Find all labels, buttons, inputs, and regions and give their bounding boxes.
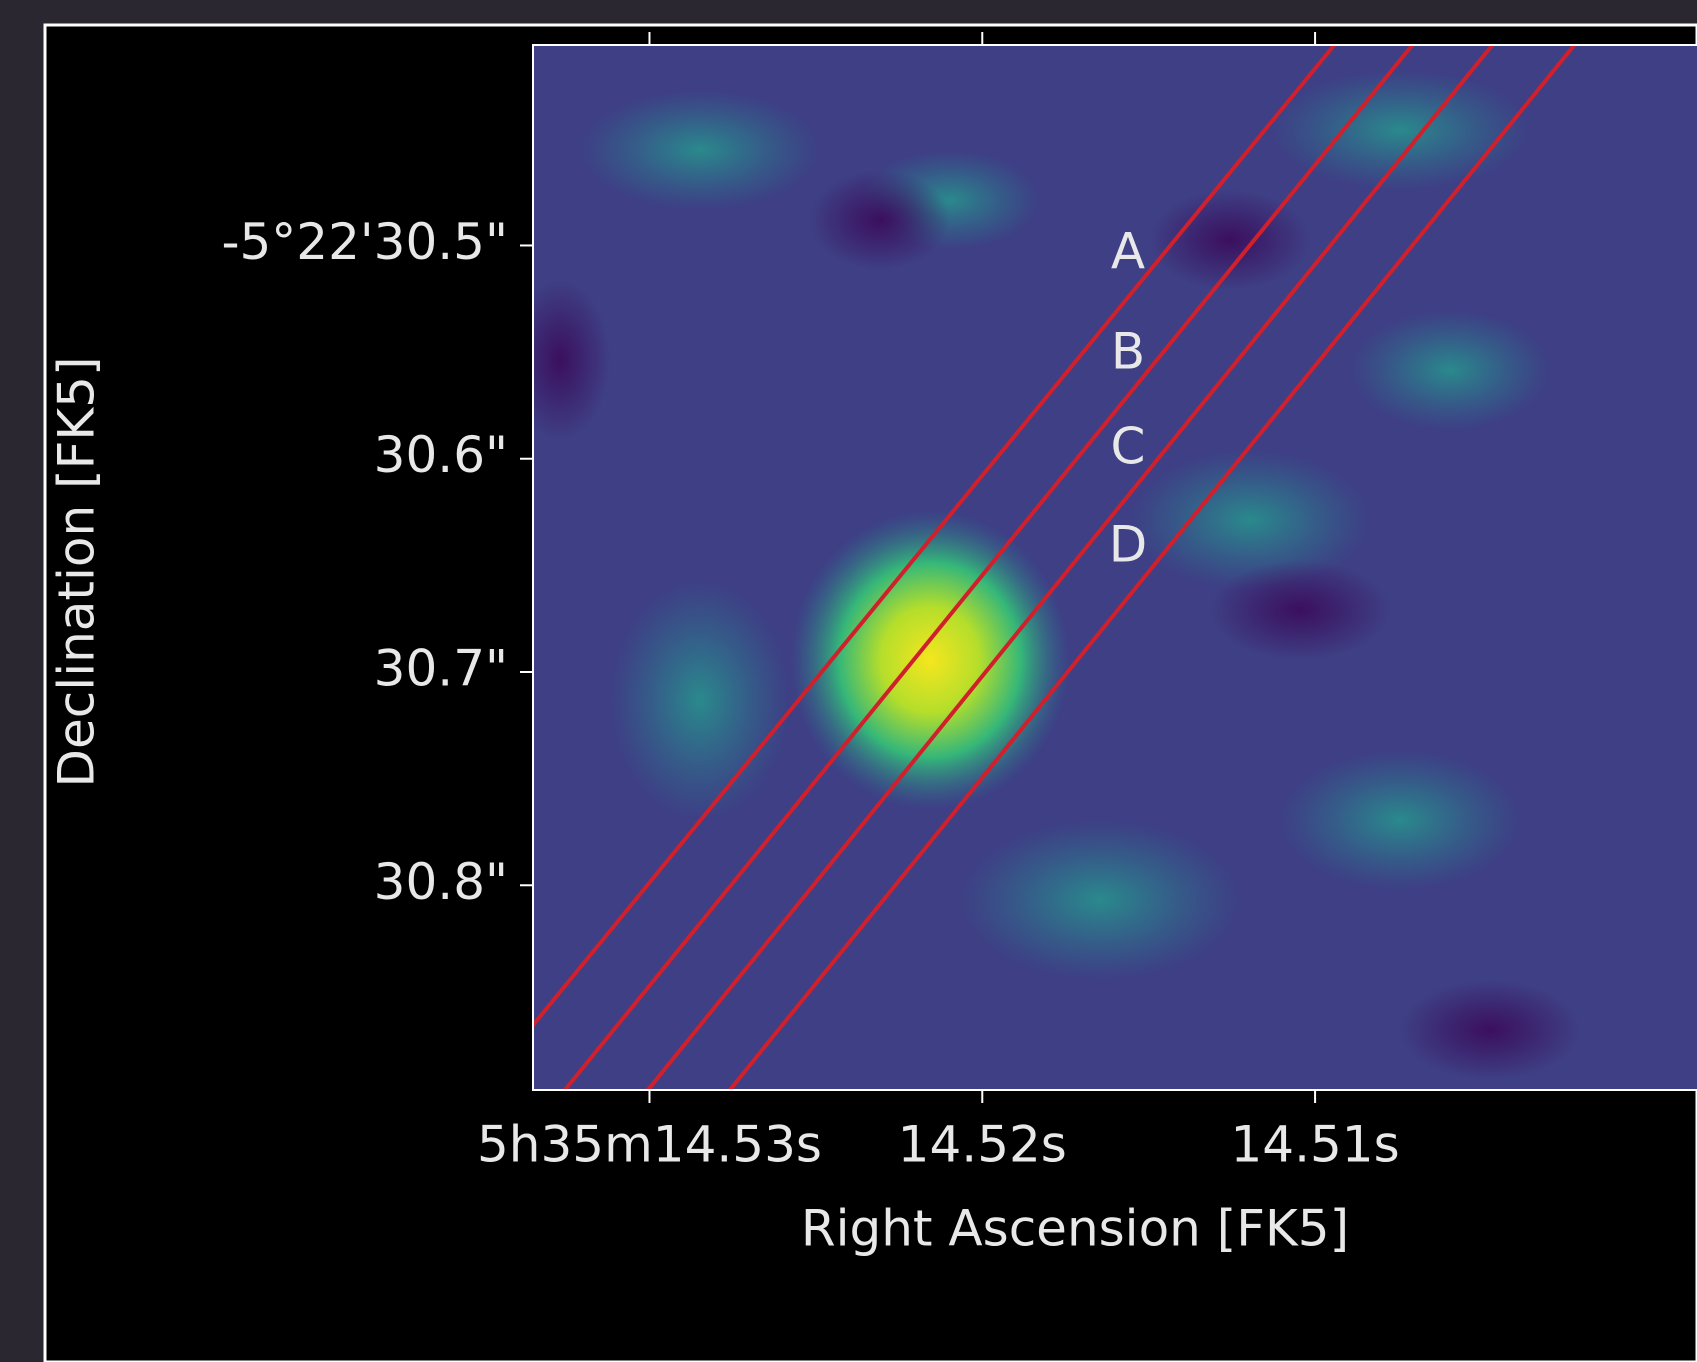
y-tick-label: -5°22'30.5" (221, 213, 508, 271)
slit-label: D (1109, 516, 1148, 574)
y-tick-label: 30.7" (374, 640, 508, 698)
image (533, 45, 1697, 1090)
slit-label: C (1111, 418, 1146, 476)
x-axis-label: Right Ascension [FK5] (801, 1200, 1349, 1258)
y-axis-label: Declination [FK5] (48, 357, 106, 788)
plot-frame (532, 44, 1697, 1091)
x-tick-label: 5h35m14.53s (477, 1116, 822, 1174)
x-tick-label: 14.52s (898, 1116, 1067, 1174)
slit-line (533, 45, 1337, 1029)
slit-line (562, 45, 1415, 1090)
slit-line (645, 45, 1495, 1090)
x-tick-label: 14.51s (1230, 1116, 1399, 1174)
y-tick-label: 30.6" (374, 426, 508, 484)
slit-label: A (1111, 223, 1145, 281)
slit-label: B (1111, 323, 1145, 381)
slit-line (727, 45, 1577, 1090)
y-tick-label: 30.8" (374, 853, 508, 911)
